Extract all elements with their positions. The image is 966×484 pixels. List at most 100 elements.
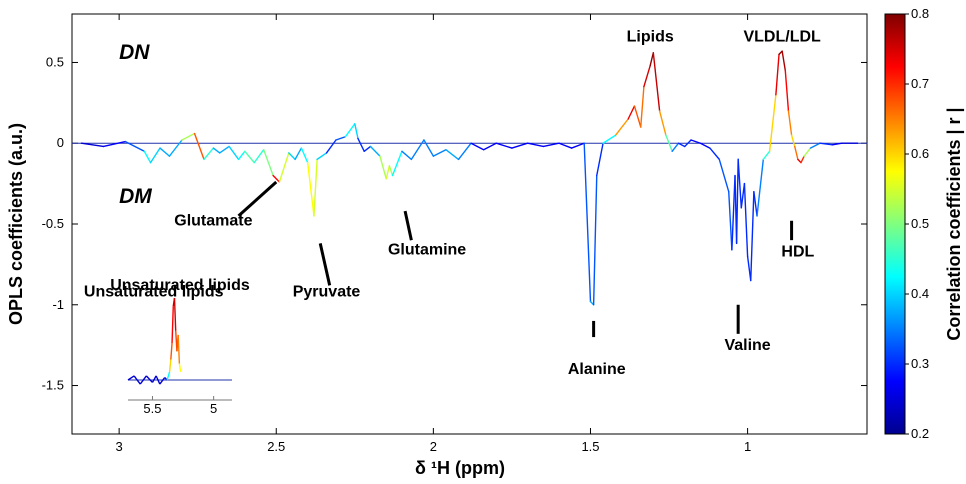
spectrum-segment (306, 161, 315, 217)
x-tick-label: 2 (430, 439, 437, 454)
inset-spectrum-segment (173, 297, 177, 331)
peak-annotation: HDL (781, 243, 814, 260)
spectrum-segment (401, 150, 413, 161)
inset-x-tick-label: 5 (210, 401, 217, 416)
spectrum-segment (709, 147, 721, 161)
spectrum-segment (102, 140, 127, 148)
peak-annotation: Glutamate (174, 213, 252, 230)
inset-unsaturated-lipids: 5.5 5 Unsaturated lipids (110, 277, 250, 416)
spectrum-segment (203, 147, 215, 161)
spectrum-segment (743, 182, 749, 258)
peak-annotation: Unsaturated lipids (84, 284, 224, 301)
spectrum-segment (640, 85, 645, 128)
inset-spectrum-segment (159, 377, 166, 385)
spectrum-segment (357, 137, 365, 153)
inset-spectrum-segment (151, 375, 157, 383)
spectrum-segment (649, 52, 655, 67)
peak-annotation: Glutamine (388, 242, 466, 259)
spectrum-segment (470, 142, 485, 151)
spectrum-segment (149, 147, 161, 164)
inset-spectrum-segment (170, 343, 173, 360)
inset-spectrum-segment (145, 375, 153, 383)
inset-spectrum-segment (166, 371, 171, 381)
group-label: DN (119, 41, 150, 64)
spectrum-segment (570, 142, 585, 149)
spectrum-segment (218, 145, 230, 154)
spectrum-segment (300, 147, 309, 164)
spectrum-segment (684, 139, 692, 148)
spectrum-segment (558, 142, 573, 149)
spectrum-segment (124, 140, 145, 153)
spectrum-segment (369, 145, 381, 157)
spectrum-segment (718, 158, 730, 193)
spectrum-segment (379, 155, 387, 180)
inset-spectrum-segment (155, 375, 161, 385)
spectrum-segment (237, 150, 246, 161)
spectrum-segment (781, 50, 787, 72)
inset-title: Unsaturated lipids (110, 277, 250, 294)
colorbar-ticks: 0.8 0.7 0.6 0.5 0.4 0.3 0.2 (905, 6, 929, 441)
spectrum-segment (228, 145, 240, 161)
spectrum-segment (244, 150, 255, 164)
spectrum-segment (344, 123, 356, 138)
spectrum-segment (316, 152, 328, 161)
spectrum-segment (354, 123, 359, 140)
spectrum-segment (391, 150, 403, 177)
spectrum-segment (423, 139, 435, 157)
y-tick-label: 0 (57, 135, 64, 150)
spectrum-segment (728, 190, 733, 251)
spectrum-segment (193, 132, 205, 161)
spectrum-segment (542, 142, 560, 148)
peak-annotation: Alanine (568, 361, 626, 378)
spectrum-segment (325, 139, 337, 154)
spectrum-segment (457, 142, 472, 161)
x-axis-label: δ ¹H (ppm) (415, 458, 505, 478)
spectrum-segment (671, 142, 680, 153)
inset-spectrum-segment (139, 375, 147, 385)
inset-spectrum-segment (133, 375, 141, 385)
spectrum-segment (388, 165, 394, 177)
spectrum-segment (80, 142, 105, 148)
colorbar-tick-label: 0.4 (911, 286, 929, 301)
spectrum-segment (633, 105, 642, 128)
y-tick-label: -1 (52, 297, 64, 312)
colorbar-tick-label: 0.6 (911, 146, 929, 161)
spectrum-segment (272, 174, 281, 183)
spectrum-segment (181, 132, 196, 141)
plot-area (71, 13, 868, 435)
spectrum-segment (643, 64, 651, 88)
spectrum-segment (797, 158, 802, 164)
spectrum-segment (495, 142, 513, 149)
colorbar-tick-label: 0.2 (911, 426, 929, 441)
group-label: DM (119, 185, 152, 208)
colorbar-tick-label: 0.3 (911, 356, 929, 371)
spectrum-segment (819, 142, 834, 146)
spectrum-segment (803, 147, 812, 157)
spectrum-segment (583, 142, 592, 303)
spectrum-segment (212, 147, 221, 154)
spectrum-segment (809, 142, 821, 149)
spectrum-segment (658, 110, 667, 136)
spectrum-segment (143, 150, 152, 164)
peak-annotation: VLDL/LDL (743, 28, 821, 45)
inset-spectrum-segment (168, 359, 172, 372)
x-tick-label: 1.5 (581, 439, 599, 454)
x-tick-labels: 3 2.5 2 1.5 1 (116, 439, 752, 454)
inset-x-tick-label: 5.5 (143, 401, 161, 416)
annotation-pointer (403, 210, 413, 241)
spectrum-segment (784, 69, 790, 112)
colorbar-tick-label: 0.7 (911, 76, 929, 91)
spectrum-segment (278, 152, 290, 183)
colorbar (884, 13, 906, 435)
peak-annotations: Lipids VLDL/LDL Glutamate Pyruvate Glutamine… (84, 28, 821, 378)
y-tick-label: 0.5 (46, 54, 64, 69)
spectrum-segment (432, 148, 447, 157)
spectrum-segment (596, 142, 604, 177)
spectrum-segment (753, 190, 758, 217)
spectrum-segment (790, 134, 796, 148)
spectrum-segment (482, 142, 497, 151)
spectrum-segment (690, 139, 702, 144)
spectrum-segment (262, 148, 274, 177)
spectrum-segment (677, 142, 686, 148)
